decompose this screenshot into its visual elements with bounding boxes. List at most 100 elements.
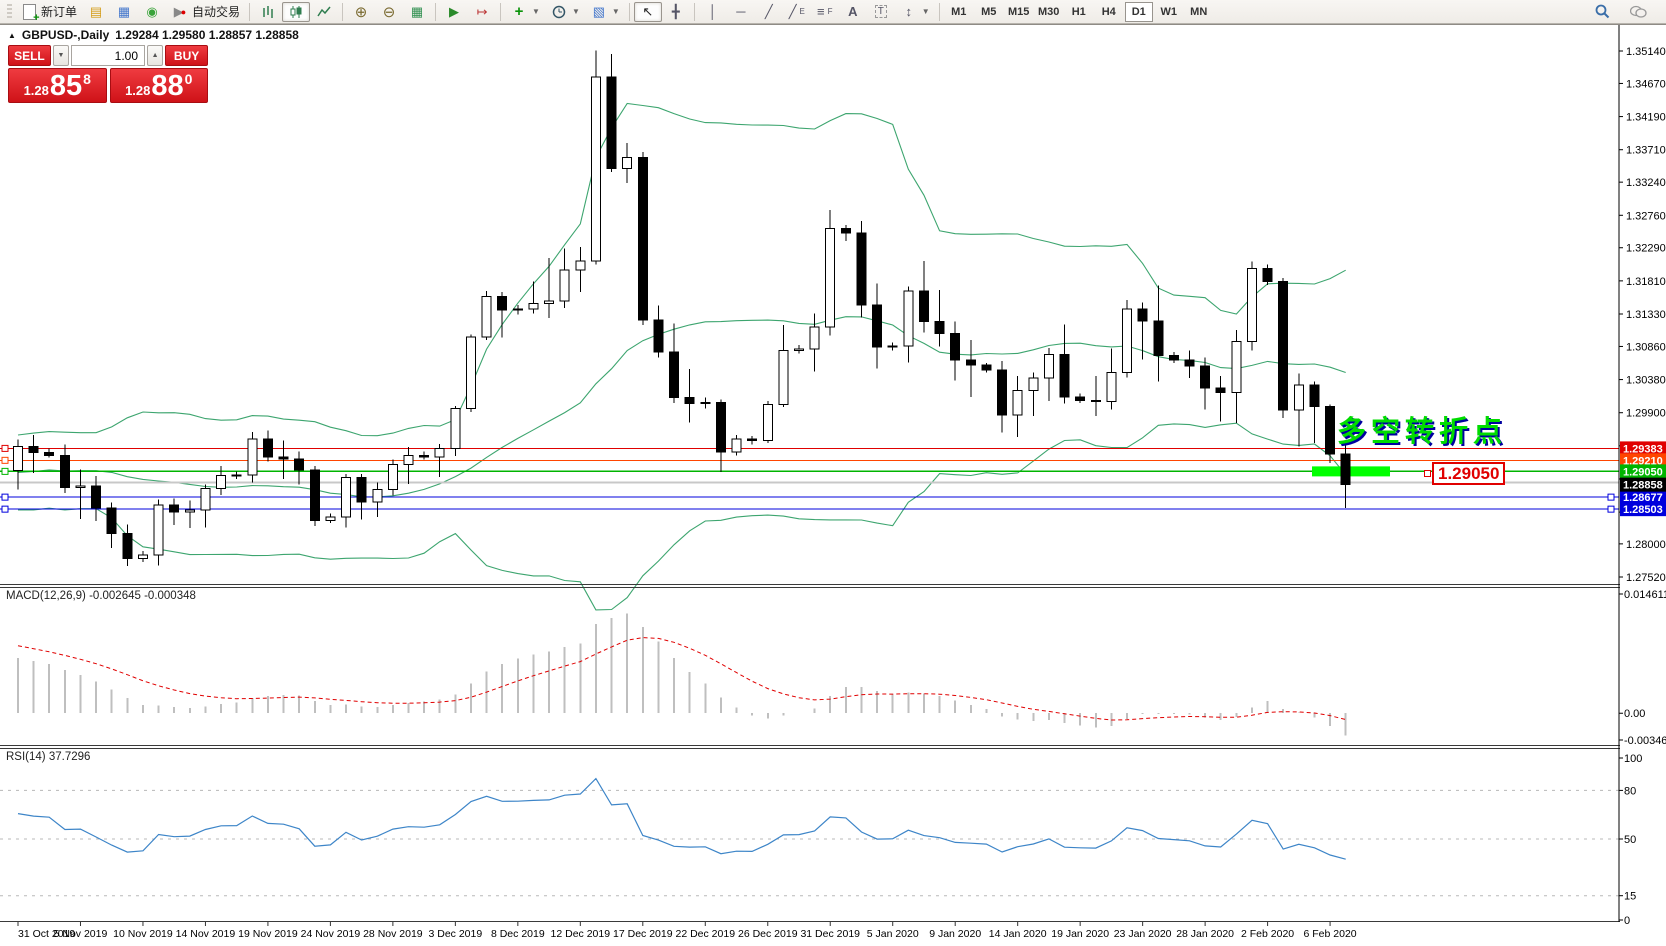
macd-signal-value: -0.000348 (144, 590, 196, 602)
svg-text:24 Nov 2019: 24 Nov 2019 (301, 928, 361, 940)
bar-chart-icon[interactable] (254, 2, 282, 22)
svg-text:6 Feb 2020: 6 Feb 2020 (1304, 928, 1357, 940)
new-order-button[interactable]: + 新订单 (15, 1, 82, 23)
chat-icon[interactable] (1624, 2, 1652, 22)
symbol-period: GBPUSD-,Daily (21, 28, 110, 42)
svg-text:0: 0 (1624, 915, 1630, 927)
price-tag: 1.28503 (1620, 502, 1666, 517)
volume-input[interactable] (71, 45, 145, 66)
svg-text:1.29210: 1.29210 (1623, 455, 1663, 467)
svg-text:5 Nov 2019: 5 Nov 2019 (54, 928, 108, 940)
toolbar-grip[interactable] (7, 3, 12, 20)
svg-text:1.30380: 1.30380 (1626, 375, 1666, 387)
tile-windows-icon[interactable]: ▦ (410, 3, 424, 19)
macd-name: MACD(12,26,9) (6, 590, 86, 602)
cursor-icon[interactable]: ↖ (633, 1, 662, 22)
svg-text:28 Nov 2019: 28 Nov 2019 (363, 928, 423, 940)
buy-price-pip: 0 (184, 71, 193, 87)
templates-button[interactable]: ▧ ▼ (585, 1, 625, 23)
svg-text:1.33710: 1.33710 (1626, 145, 1666, 157)
navigator-icon[interactable]: ▦ (117, 3, 131, 19)
sell-button[interactable]: SELL (8, 45, 51, 66)
buy-price-box[interactable]: 1.28 88 0 (109, 68, 208, 103)
buy-button[interactable]: BUY (165, 45, 208, 66)
zoom-out-icon[interactable]: ⊖ (382, 3, 396, 21)
highlight-box[interactable] (1312, 466, 1390, 477)
trendline-icon[interactable]: ╱ (764, 3, 773, 19)
svg-text:1.31810: 1.31810 (1626, 276, 1666, 288)
new-order-label: 新订单 (41, 5, 78, 19)
sell-price-box[interactable]: 1.28 85 8 (8, 68, 107, 103)
macd-label-row: MACD(12,26,9) -0.002645 -0.000348 (6, 590, 196, 602)
svg-text:8 Dec 2019: 8 Dec 2019 (491, 928, 545, 940)
chevron-down-icon: ▼ (532, 7, 540, 16)
timeframe-h1[interactable]: H1 (1071, 5, 1086, 18)
timeframe-h4[interactable]: H4 (1101, 5, 1116, 18)
crosshair-icon[interactable]: ╋ (671, 3, 680, 19)
svg-text:1.31330: 1.31330 (1626, 309, 1666, 321)
channel-icon[interactable]: ╱ E (788, 3, 805, 19)
svg-text:23 Jan 2020: 23 Jan 2020 (1114, 928, 1172, 940)
price-label-anchor[interactable] (1424, 470, 1431, 477)
candles (13, 50, 1351, 566)
terminal-icon[interactable]: ◉ (146, 3, 158, 19)
timeframe-mn[interactable]: MN (1190, 5, 1208, 18)
horizontal-line-icon[interactable]: ─ (736, 4, 746, 19)
rsi-value: 37.7296 (48, 751, 91, 763)
zoom-in-icon[interactable]: ⊕ (354, 3, 368, 21)
search-icon[interactable] (1588, 2, 1616, 22)
autotrading-button[interactable]: ▶ ● 自动交易 (166, 1, 245, 23)
macd-histogram (17, 613, 1347, 736)
volume-increase-button[interactable]: ▲ (147, 45, 164, 66)
svg-text:1.33240: 1.33240 (1626, 177, 1666, 189)
svg-text:1.34670: 1.34670 (1626, 78, 1666, 90)
rsi-name: RSI(14) (6, 751, 46, 763)
svg-text:0.00: 0.00 (1624, 708, 1645, 720)
timeframe-m1[interactable]: M1 (951, 5, 967, 18)
volume-decrease-button[interactable]: ▼ (52, 45, 69, 66)
timeframe-w1[interactable]: W1 (1160, 5, 1177, 18)
svg-text:26 Dec 2019: 26 Dec 2019 (738, 928, 798, 940)
svg-text:1.32760: 1.32760 (1626, 210, 1666, 222)
svg-text:50: 50 (1624, 834, 1636, 846)
text-icon[interactable]: A (848, 4, 858, 19)
auto-scroll-icon[interactable]: ▶ (449, 3, 460, 19)
timeframe-m15[interactable]: M15 (1008, 5, 1030, 18)
candlestick-chart-icon[interactable] (282, 1, 311, 22)
indicators-icon: + (514, 3, 524, 20)
chart-title: ▲ GBPUSD-,Daily 1.29284 1.29580 1.28857 … (8, 28, 299, 42)
timeframe-m30[interactable]: M30 (1038, 5, 1060, 18)
sell-price-pip: 8 (83, 71, 91, 87)
annotation-text[interactable]: 多空转折点 (1337, 416, 1508, 448)
svg-text:-0.003466: -0.003466 (1624, 735, 1666, 747)
periods-button[interactable]: ▼ (545, 1, 585, 23)
svg-text:1.27520: 1.27520 (1626, 572, 1666, 584)
toolbar: + 新订单 ▤ ▦ ◉ ▶ ● 自动交易 ⊕ ⊖ ▦ ▶ ↦ + ▼ ▼ ▧ ▼ ↖ (0, 0, 1666, 24)
timeframe-d1[interactable]: D1 (1124, 1, 1153, 22)
chevron-down-icon: ▼ (611, 7, 620, 16)
buy-price-prefix: 1.28 (125, 83, 151, 98)
market-watch-icon[interactable]: ▤ (89, 3, 103, 19)
collapse-icon[interactable]: ▲ (8, 30, 16, 40)
fibonacci-icon[interactable]: ≡ F (817, 4, 833, 19)
svg-text:1.34190: 1.34190 (1626, 112, 1666, 124)
price-tag: 1.28677 (1620, 490, 1666, 505)
text-label-icon[interactable]: T (867, 2, 895, 22)
price-tag: 1.29210 (1620, 453, 1666, 468)
svg-text:15: 15 (1624, 891, 1636, 903)
arrows-button[interactable]: ↕ ▼ (895, 1, 935, 23)
indicators-button[interactable]: + ▼ (505, 1, 545, 23)
autotrading-icon: ▶ ● (173, 3, 187, 19)
vertical-line-icon[interactable]: │ (708, 4, 717, 19)
price-tag: 1.28858 (1620, 477, 1666, 492)
price-label-object[interactable]: 1.29050 (1432, 462, 1506, 485)
svg-text:0.014611: 0.014611 (1624, 589, 1666, 601)
svg-text:31 Oct 2019: 31 Oct 2019 (18, 928, 75, 940)
chart-shift-icon[interactable]: ↦ (476, 3, 488, 19)
chevron-down-icon: ▼ (921, 7, 930, 16)
line-chart-icon[interactable] (310, 2, 338, 22)
timeframe-m5[interactable]: M5 (981, 5, 997, 18)
